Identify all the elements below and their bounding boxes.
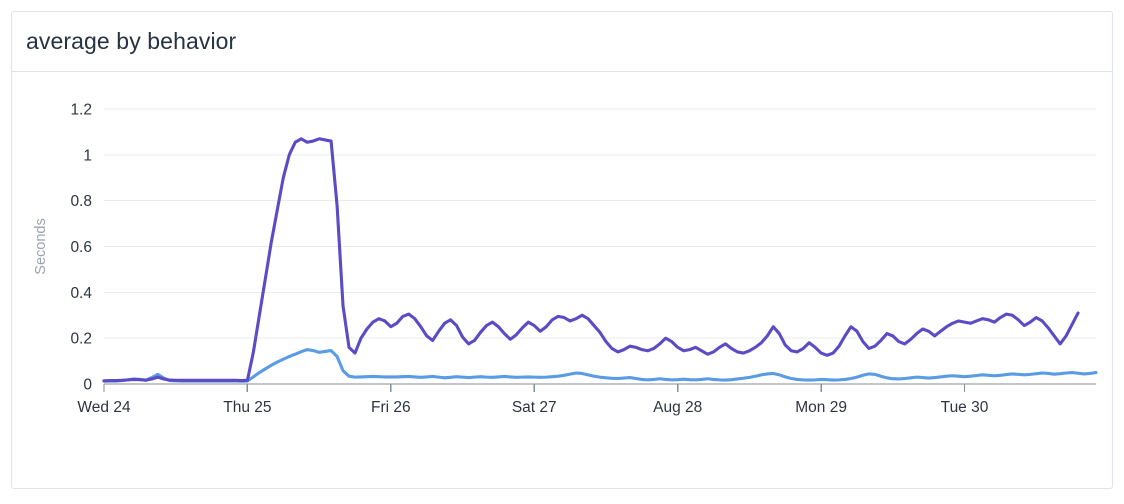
page-title: average by behavior [26,28,237,54]
y-axis-title: Seconds [33,218,49,274]
line-chart[interactable]: 0 0.2 0.4 0.6 0.8 1 1.2 Seconds Wed 24 Thu 25 Fri … [12,72,1112,489]
y-tick-label: 1.2 [70,102,92,119]
x-tick-label: Sat 27 [512,399,557,416]
series-line-control[interactable] [102,137,1080,383]
chart-card: average by behavior 0 0.2 0.4 0.6 0.8 1 1.2 Sec… [11,11,1113,489]
y-tick-label: 0.4 [70,285,92,302]
series-line-candidate[interactable] [102,348,1098,383]
y-tick-label: 0 [83,377,92,394]
x-tick-label: Thu 25 [223,399,271,416]
chart-card-header: average by behavior [12,12,1112,72]
chart-svg[interactable]: 0 0.2 0.4 0.6 0.8 1 1.2 Seconds Wed 24 Thu 25 Fri … [12,72,1112,489]
y-tick-label: 0.6 [70,239,92,256]
x-tick-label: Wed 24 [77,399,131,416]
x-tick-label: Tue 30 [941,399,989,416]
x-tick-label: Mon 29 [795,399,847,416]
y-tick-label: 1 [83,147,92,164]
chart-card-body: 0 0.2 0.4 0.6 0.8 1 1.2 Seconds Wed 24 Thu 25 Fri … [12,72,1112,489]
y-tick-label: 0.2 [70,331,92,348]
y-tick-label: 0.8 [70,193,92,210]
x-tick-label: Fri 26 [371,399,411,416]
x-tick-label: Aug 28 [653,399,702,416]
